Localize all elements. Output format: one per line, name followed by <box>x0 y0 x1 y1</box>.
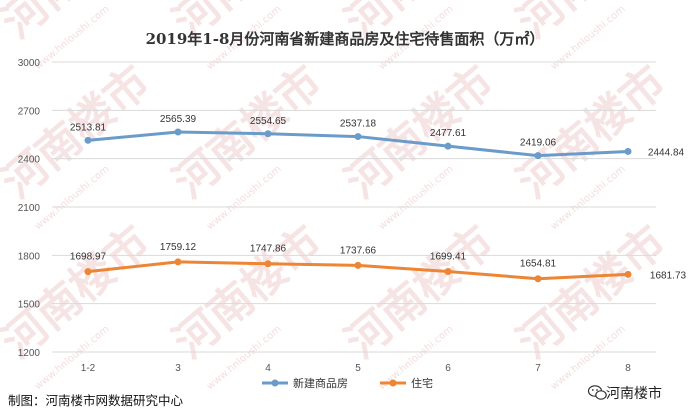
watermark-text: 河南楼市 <box>164 216 332 368</box>
chart-title: 2019年1-8月份河南省新建商品房及住宅待售面积（万㎡） <box>146 30 545 48</box>
data-label: 1759.12 <box>160 242 197 253</box>
wechat-icon <box>587 385 607 400</box>
grid-layer <box>52 61 656 353</box>
watermark-text: 河南楼市 <box>508 56 676 208</box>
data-point <box>624 270 632 278</box>
data-point <box>354 261 362 269</box>
brand-name: 河南楼市 <box>606 385 662 402</box>
data-point <box>534 152 542 160</box>
x-tick-label: 4 <box>265 363 271 374</box>
data-point <box>84 136 92 144</box>
y-tick-label: 2700 <box>18 106 41 117</box>
data-label: 1654.81 <box>520 259 557 270</box>
legend-marker <box>389 379 397 387</box>
y-tick-label: 1500 <box>18 300 41 311</box>
data-point <box>84 268 92 276</box>
y-tick-label: 1200 <box>18 348 41 359</box>
data-point <box>444 268 452 276</box>
data-point <box>174 258 182 266</box>
x-axis: 1-2 3 4 5 6 7 8 <box>81 363 631 374</box>
series-layer <box>84 128 632 283</box>
x-tick-label: 3 <box>175 363 181 374</box>
data-label: 1698.97 <box>70 252 107 263</box>
watermark-text: 河南楼市 <box>336 56 504 208</box>
data-label: 2537.18 <box>340 119 377 130</box>
brand: 河南楼市 <box>587 385 662 402</box>
x-tick-label: 7 <box>535 363 541 374</box>
x-tick-label: 1-2 <box>81 363 96 374</box>
data-point <box>444 142 452 150</box>
data-label: 2565.39 <box>160 114 197 125</box>
data-label: 1747.86 <box>250 244 287 255</box>
y-axis: 1200 1500 1800 2100 2400 2700 3000 <box>18 58 41 359</box>
watermark-layer: 河南楼市www.hnloushi.com河南楼市www.hnloushi.com… <box>0 0 676 392</box>
legend-label: 新建商品房 <box>293 376 348 390</box>
y-tick-label: 2100 <box>18 203 41 214</box>
y-tick-label: 3000 <box>18 58 41 69</box>
data-point <box>534 275 542 283</box>
legend: 新建商品房 住宅 <box>262 376 433 390</box>
data-label: 2444.84 <box>648 147 685 158</box>
data-point <box>624 147 632 155</box>
data-point <box>354 133 362 141</box>
data-label: 2419.06 <box>520 138 557 149</box>
x-tick-label: 6 <box>445 363 451 374</box>
data-label: 2554.65 <box>250 116 287 127</box>
y-tick-label: 2400 <box>18 155 41 166</box>
data-label: 2477.61 <box>430 128 467 139</box>
source-note: 制图：河南楼市网数据研究中心 <box>8 393 184 408</box>
legend-marker <box>271 379 279 387</box>
y-tick-label: 1800 <box>18 251 41 262</box>
data-labels: 2513.81 2565.39 2554.65 2537.18 2477.61 2419.… <box>70 114 687 281</box>
data-label: 1699.41 <box>430 252 467 263</box>
data-point <box>174 128 182 136</box>
data-label: 2513.81 <box>70 122 107 133</box>
x-tick-label: 5 <box>355 363 361 374</box>
data-point <box>264 260 272 268</box>
data-label: 1681.73 <box>650 270 687 281</box>
legend-label: 住宅 <box>411 376 433 390</box>
watermark-text: 河南楼市 <box>508 216 676 368</box>
watermark-text: 河南楼市 <box>336 216 504 368</box>
data-label: 1737.66 <box>340 245 377 256</box>
data-point <box>264 130 272 138</box>
x-tick-label: 8 <box>625 363 631 374</box>
